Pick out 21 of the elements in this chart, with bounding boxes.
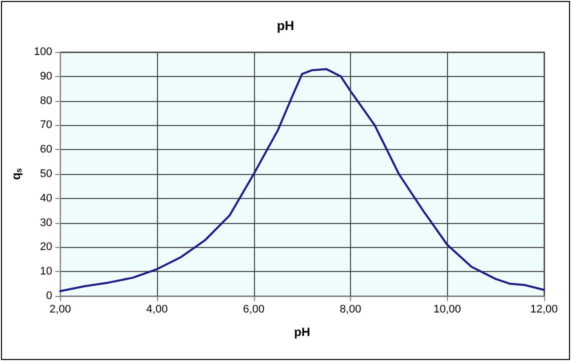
y-tick-label: 0 bbox=[46, 290, 52, 302]
x-tick-label: 2,00 bbox=[50, 304, 71, 316]
x-tick-label: 8,00 bbox=[340, 304, 362, 316]
y-tick-label: 100 bbox=[34, 46, 52, 58]
x-tick-label: 6,00 bbox=[243, 304, 264, 316]
chart-title: pH bbox=[276, 18, 294, 33]
line-series bbox=[59, 68, 545, 292]
y-tick-label: 90 bbox=[40, 70, 52, 82]
x-axis-title: pH bbox=[294, 325, 310, 339]
y-axis-title: qs bbox=[9, 168, 24, 180]
x-tick-label: 10,00 bbox=[433, 304, 462, 316]
y-tick-label: 60 bbox=[40, 144, 52, 156]
y-tick-label: 20 bbox=[40, 241, 52, 254]
y-tick-label: 10 bbox=[40, 266, 52, 278]
x-tick-label: 4,00 bbox=[146, 304, 168, 316]
y-tick-label: 80 bbox=[40, 94, 52, 107]
y-tick-label: 70 bbox=[40, 119, 52, 132]
y-tick-label: 50 bbox=[40, 168, 52, 180]
y-tick-label: 40 bbox=[40, 192, 52, 204]
x-tick-label: 12,00 bbox=[530, 304, 558, 316]
y-tick-label: 30 bbox=[40, 216, 52, 229]
